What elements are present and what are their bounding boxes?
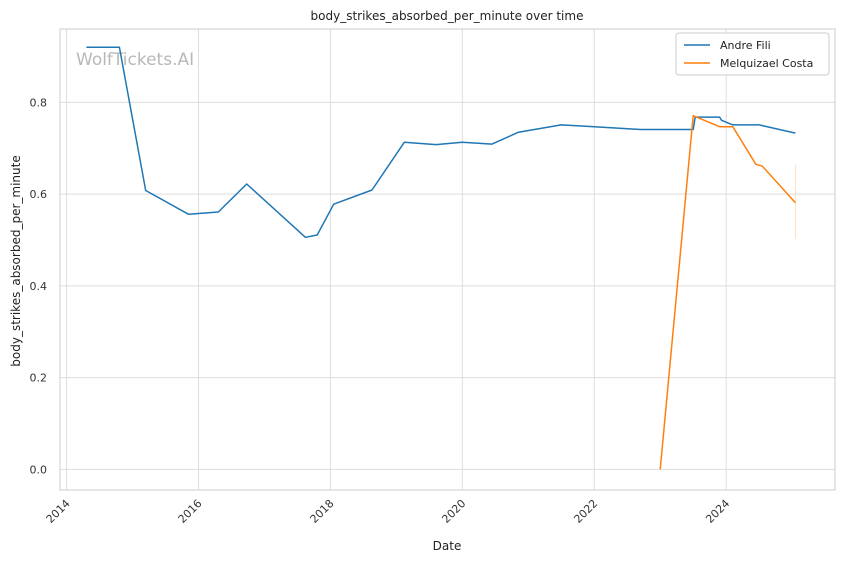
legend-label-melquizael-costa: Melquizael Costa	[720, 57, 813, 70]
x-axis-title: Date	[433, 539, 462, 553]
y-tick-label: 0.8	[30, 96, 48, 109]
series-line-andre-fili	[86, 46, 796, 239]
y-tick-label: 0.4	[30, 280, 48, 293]
y-tick-label: 0.0	[30, 463, 48, 476]
y-tick-labels: 0.0 0.2 0.4 0.6 0.8	[30, 96, 48, 476]
series-line-melquizael-costa	[659, 114, 796, 470]
watermark-text: WolfTickets.AI	[76, 50, 194, 70]
y-tick-label: 0.6	[30, 188, 48, 201]
chart-title: body_strikes_absorbed_per_minute over ti…	[311, 9, 584, 23]
legend: Andre Fili Melquizael Costa	[675, 32, 830, 76]
grid-lines	[60, 29, 835, 490]
series-layer	[86, 46, 796, 470]
legend-box	[675, 32, 830, 76]
plot-frame	[59, 28, 836, 491]
legend-label-andre-fili: Andre Fili	[720, 39, 771, 52]
y-tick-label: 0.2	[30, 372, 48, 385]
y-axis-title: body_strikes_absorbed_per_minute	[9, 155, 23, 366]
